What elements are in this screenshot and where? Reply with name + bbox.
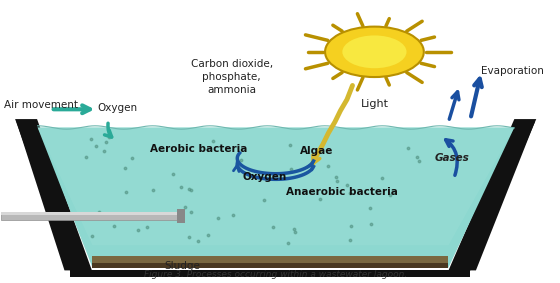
Polygon shape — [15, 119, 92, 270]
Text: Sludge: Sludge — [165, 261, 200, 271]
Text: Figure 3. Processes occurring within a wastewater lagoon.: Figure 3. Processes occurring within a w… — [144, 270, 407, 279]
Polygon shape — [16, 122, 535, 270]
Polygon shape — [38, 127, 514, 268]
Polygon shape — [449, 119, 536, 270]
Circle shape — [325, 27, 424, 77]
Polygon shape — [38, 127, 514, 245]
Text: Anaerobic bacteria: Anaerobic bacteria — [286, 187, 398, 197]
Text: Evaporation: Evaporation — [482, 66, 544, 76]
Circle shape — [342, 35, 407, 68]
Text: Air movement: Air movement — [4, 100, 78, 110]
Polygon shape — [1, 212, 177, 220]
Text: Oxygen: Oxygen — [242, 171, 287, 181]
Text: Light: Light — [361, 99, 389, 109]
Polygon shape — [92, 256, 449, 268]
Text: Oxygen: Oxygen — [97, 104, 138, 113]
Text: Carbon dioxide,
phosphate,
ammonia: Carbon dioxide, phosphate, ammonia — [191, 59, 273, 95]
Polygon shape — [1, 212, 177, 215]
Polygon shape — [92, 263, 449, 268]
Text: Algae: Algae — [300, 146, 334, 156]
Text: Aerobic bacteria: Aerobic bacteria — [150, 143, 248, 153]
Text: Gases: Gases — [435, 153, 469, 163]
Polygon shape — [177, 209, 185, 223]
Polygon shape — [70, 270, 470, 277]
